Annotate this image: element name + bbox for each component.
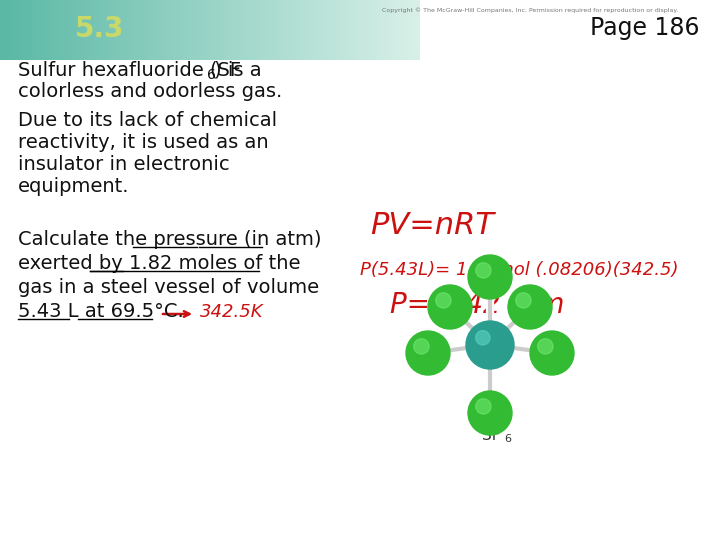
Text: Page 186: Page 186 — [590, 16, 700, 40]
Text: exerted by 1.82 moles of the: exerted by 1.82 moles of the — [18, 254, 300, 273]
Text: reactivity, it is used as an: reactivity, it is used as an — [18, 133, 269, 152]
Text: P= 9.42 atm: P= 9.42 atm — [390, 291, 564, 319]
Text: equipment.: equipment. — [18, 177, 130, 196]
Text: Copyright © The McGraw-Hill Companies, Inc. Permission required for reproduction: Copyright © The McGraw-Hill Companies, I… — [382, 7, 678, 12]
Circle shape — [516, 293, 531, 308]
Circle shape — [468, 391, 512, 435]
Text: 6: 6 — [207, 68, 215, 82]
Circle shape — [538, 339, 553, 354]
Circle shape — [428, 285, 472, 329]
Text: insulator in electronic: insulator in electronic — [18, 155, 230, 174]
Circle shape — [466, 321, 514, 369]
Text: Calculate the pressure (in atm): Calculate the pressure (in atm) — [18, 230, 322, 249]
Text: colorless and odorless gas.: colorless and odorless gas. — [18, 82, 282, 101]
Text: ) is a: ) is a — [214, 60, 261, 79]
Text: Due to its lack of chemical: Due to its lack of chemical — [18, 111, 277, 130]
Text: P(5.43L)= 1.82mol (.08206)(342.5): P(5.43L)= 1.82mol (.08206)(342.5) — [360, 261, 678, 279]
Circle shape — [406, 331, 450, 375]
Text: SF: SF — [482, 428, 500, 442]
Circle shape — [508, 285, 552, 329]
Circle shape — [468, 255, 512, 299]
Circle shape — [476, 330, 490, 345]
Circle shape — [476, 262, 491, 278]
Text: 6: 6 — [504, 434, 511, 444]
Circle shape — [436, 293, 451, 308]
Text: 5.43 L at 69.5°C.: 5.43 L at 69.5°C. — [18, 302, 184, 321]
Circle shape — [530, 331, 574, 375]
Circle shape — [476, 399, 491, 414]
Text: PV=nRT: PV=nRT — [370, 211, 494, 240]
Text: Sulfur hexafluoride (SF: Sulfur hexafluoride (SF — [18, 60, 241, 79]
Text: 342.5K: 342.5K — [200, 303, 264, 321]
Circle shape — [414, 339, 429, 354]
Text: 5.3: 5.3 — [76, 15, 125, 43]
Text: gas in a steel vessel of volume: gas in a steel vessel of volume — [18, 278, 319, 297]
